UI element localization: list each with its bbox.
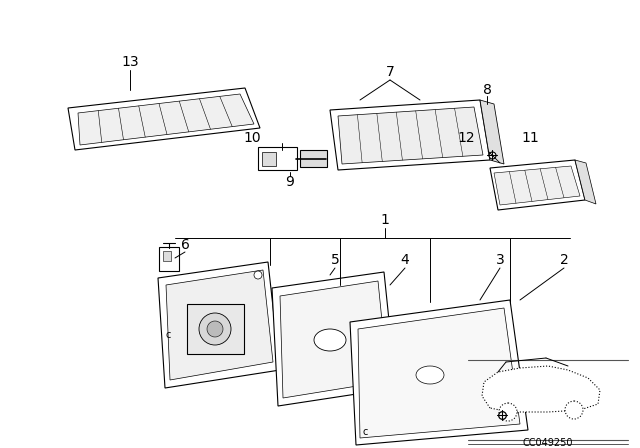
Polygon shape [78,94,254,145]
Circle shape [199,313,231,345]
Polygon shape [480,100,504,164]
FancyBboxPatch shape [257,147,296,171]
Polygon shape [338,107,483,164]
Text: 4: 4 [401,253,410,267]
Polygon shape [272,272,396,406]
Text: 1: 1 [381,213,389,227]
Polygon shape [280,281,388,398]
Bar [163,251,171,261]
Text: 13: 13 [121,55,139,69]
Text: 9: 9 [285,175,294,189]
FancyBboxPatch shape [300,151,326,168]
Polygon shape [330,100,490,170]
Text: 5: 5 [331,253,339,267]
Ellipse shape [314,329,346,351]
Text: 11: 11 [521,131,539,145]
Polygon shape [166,270,273,380]
Text: c: c [362,427,368,437]
Text: 12: 12 [457,131,475,145]
Circle shape [565,401,583,419]
Polygon shape [350,300,528,445]
Polygon shape [358,308,520,438]
Polygon shape [482,366,600,412]
FancyBboxPatch shape [187,304,244,354]
Text: 6: 6 [180,238,189,252]
Text: CC049250: CC049250 [523,438,573,448]
Ellipse shape [416,366,444,384]
FancyBboxPatch shape [159,247,179,271]
Polygon shape [494,166,580,205]
Circle shape [207,321,223,337]
Text: 3: 3 [495,253,504,267]
Polygon shape [575,160,596,204]
Polygon shape [158,262,280,388]
Text: c: c [165,330,171,340]
Polygon shape [490,160,585,210]
Polygon shape [68,88,260,150]
Text: 7: 7 [386,65,394,79]
Text: 2: 2 [559,253,568,267]
Circle shape [499,403,517,421]
Text: 10: 10 [243,131,261,145]
Circle shape [254,271,262,279]
Bar [262,152,276,166]
Text: 8: 8 [483,83,492,97]
